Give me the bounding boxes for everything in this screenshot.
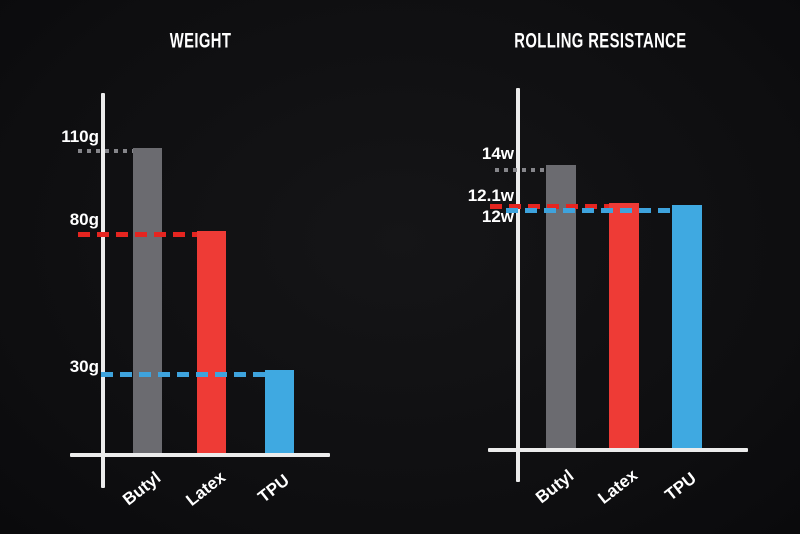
category-label-tpu: TPU <box>661 468 700 505</box>
ref-line-80g <box>78 232 197 237</box>
y-axis <box>516 88 520 482</box>
value-label-110g: 110g <box>61 127 99 146</box>
bar-latex <box>197 231 226 453</box>
category-label-latex: Latex <box>594 465 642 508</box>
value-label-14w: 14w <box>481 144 514 163</box>
category-label-butyl: Butyl <box>118 468 164 510</box>
category-label-butyl: Butyl <box>532 466 578 508</box>
value-label-80g: 80g <box>69 210 99 229</box>
weight-chart: WEIGHT 110g Butyl 80g Latex 30g TPU <box>0 30 400 510</box>
x-axis <box>488 448 748 452</box>
weight-chart-title: WEIGHT <box>0 30 400 54</box>
bar-butyl <box>133 148 162 453</box>
bar-latex <box>609 203 639 448</box>
value-label-12.1w: 12.1w <box>467 186 514 205</box>
category-label-tpu: TPU <box>253 470 293 507</box>
value-label-30g: 30g <box>69 357 99 376</box>
category-label-latex: Latex <box>181 467 229 510</box>
ref-line-12w <box>506 208 672 213</box>
ref-line-12.1w <box>490 204 609 209</box>
bar-tpu <box>672 205 702 448</box>
value-label-12w: 12w <box>481 207 514 226</box>
ref-line-30g <box>101 372 265 377</box>
rolling-resistance-chart: ROLLING RESISTANCE 14w Butyl 12.1w Latex 12w… <box>400 0 800 534</box>
weight-chart-title-text: WEIGHT <box>169 29 231 54</box>
rolling-resistance-chart-title: ROLLING RESISTANCE <box>400 30 800 54</box>
x-axis <box>70 453 330 457</box>
ref-line-14w <box>495 168 546 172</box>
ref-line-110g <box>78 149 133 153</box>
bar-tpu <box>265 370 294 453</box>
rolling-resistance-chart-title-text: ROLLING RESISTANCE <box>513 29 687 54</box>
y-axis <box>101 93 105 488</box>
